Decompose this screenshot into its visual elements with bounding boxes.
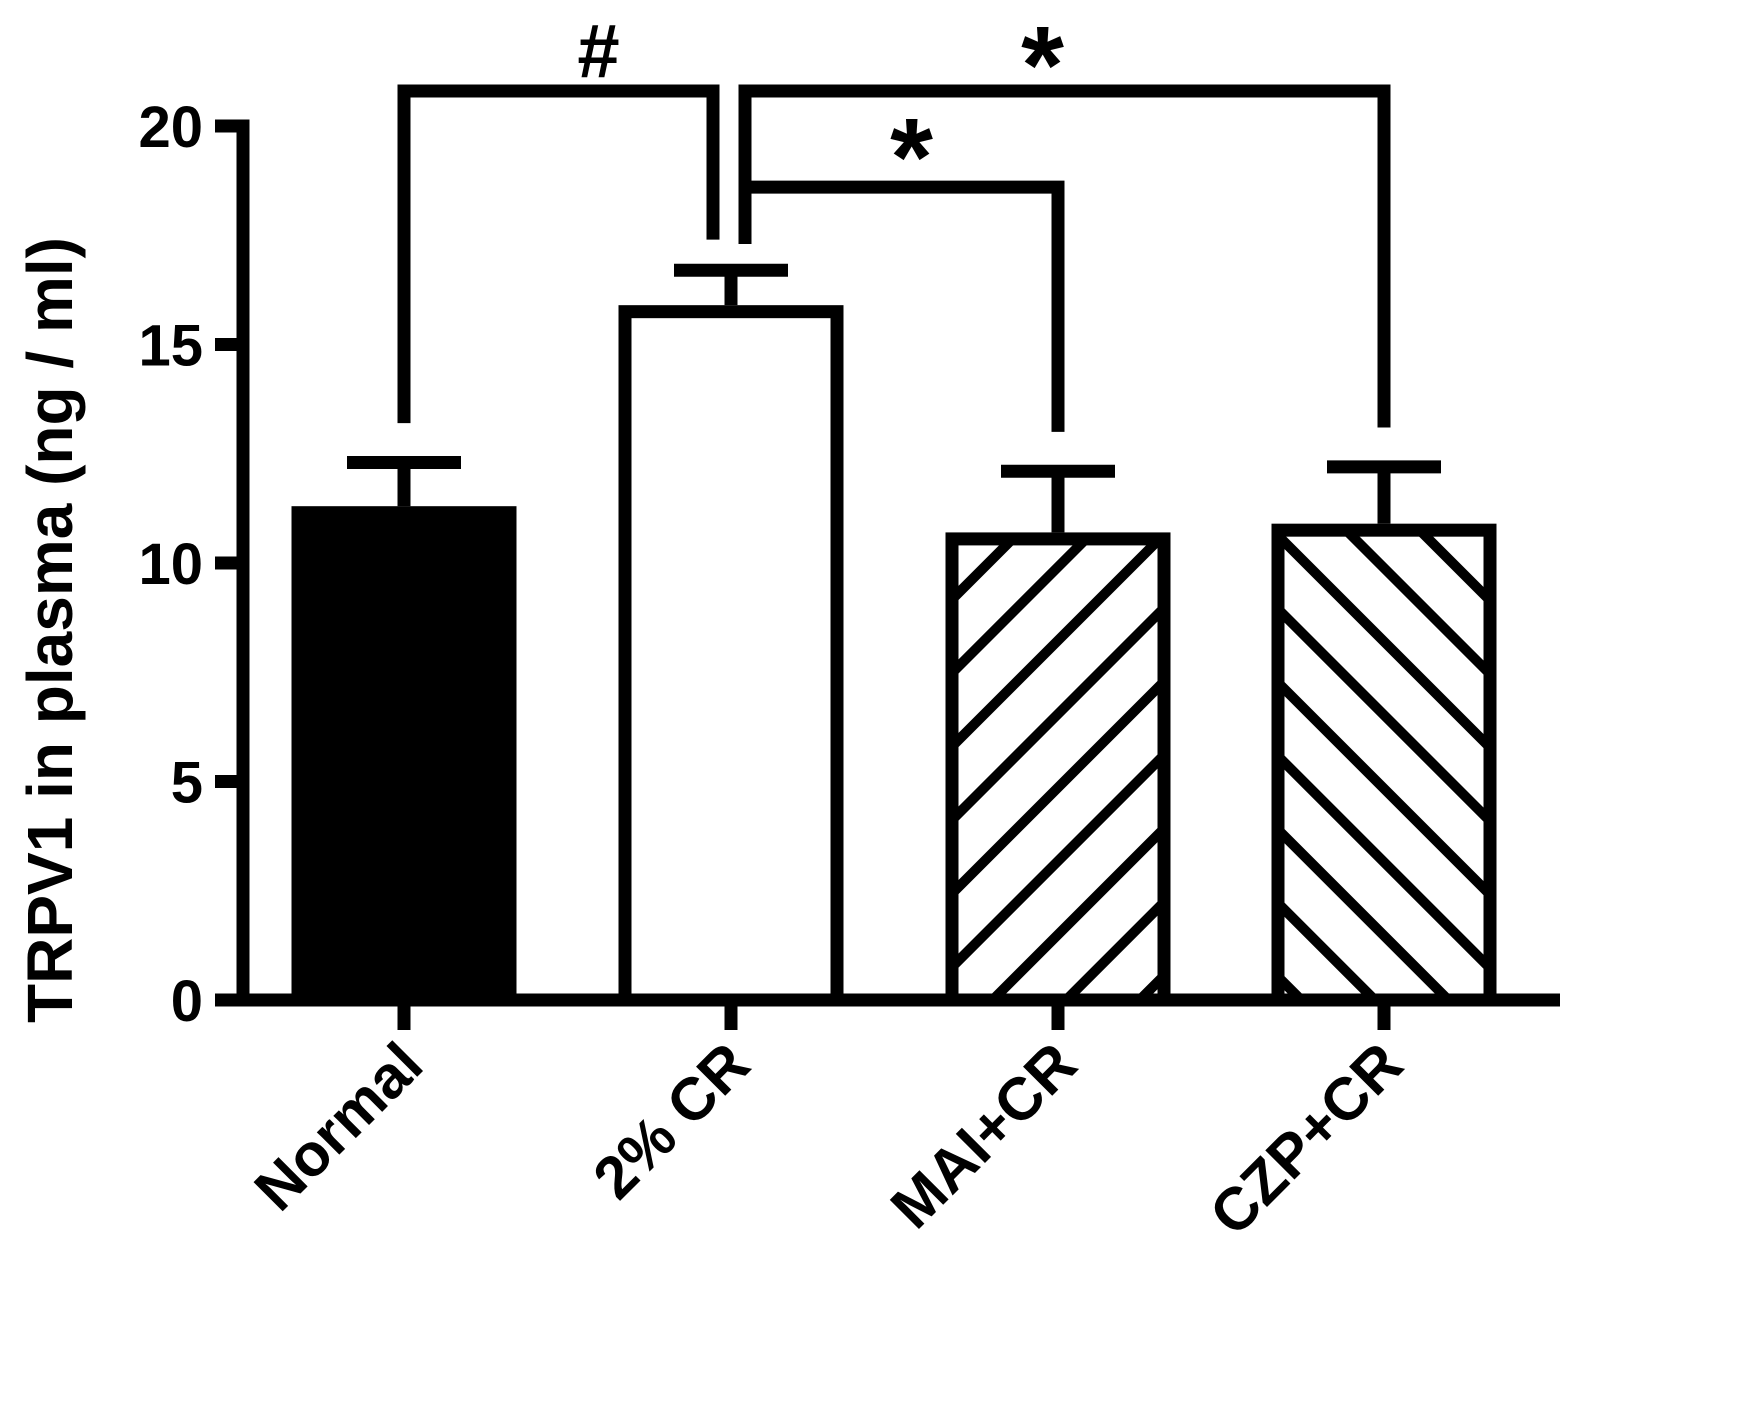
sig-label-1: *: [890, 96, 933, 219]
y-axis-title: TRPV1 in plasma (ng / ml): [14, 237, 86, 1023]
sig-bracket-2: [738, 84, 1391, 428]
bar-3: [1271, 523, 1497, 1007]
x-tick-label-0: Normal: [242, 1030, 436, 1224]
y-tick-label-15: 15: [138, 314, 203, 379]
x-tick-label-1: 2% CR: [580, 1030, 762, 1212]
y-tick-label-5: 5: [171, 751, 203, 816]
bar-0: [291, 506, 517, 1007]
sig-label-2: *: [1021, 4, 1064, 127]
bar-2: [945, 532, 1171, 1007]
sig-label-0: #: [577, 9, 619, 94]
sig-bracket-1: [745, 180, 1065, 432]
y-tick-label-0: 0: [171, 969, 203, 1034]
x-tick-label-2: MAI+CR: [878, 1030, 1089, 1241]
x-tick-label-3: CZP+CR: [1197, 1030, 1415, 1248]
bar-1: [618, 305, 844, 1007]
sig-bracket-0: [397, 84, 720, 424]
y-tick-label-10: 10: [138, 532, 203, 597]
y-tick-label-20: 20: [138, 95, 203, 160]
